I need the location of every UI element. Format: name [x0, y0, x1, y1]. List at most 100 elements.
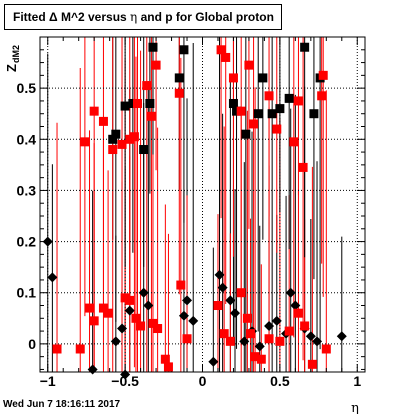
plot-frame	[39, 36, 366, 373]
data-point	[98, 116, 108, 126]
y-tick-label: 0.1	[17, 285, 37, 301]
data-point	[228, 73, 238, 83]
data-point	[239, 336, 250, 347]
data-point	[249, 119, 259, 129]
x-tick-label: −1	[40, 373, 56, 389]
data-point	[89, 316, 99, 326]
data-point	[267, 109, 277, 119]
data-point	[125, 295, 135, 305]
data-point	[275, 104, 285, 114]
data-point	[293, 308, 303, 318]
data-point	[146, 111, 156, 121]
data-point	[143, 300, 154, 311]
data-point	[305, 331, 316, 342]
data-point	[145, 98, 155, 108]
data-point	[75, 344, 85, 354]
data-point	[284, 93, 294, 103]
data-point	[110, 336, 121, 347]
data-point	[214, 269, 225, 280]
data-point	[89, 106, 99, 116]
data-point	[182, 295, 193, 306]
data-point	[272, 124, 282, 134]
data-point	[250, 352, 260, 362]
data-point	[275, 336, 285, 346]
data-point	[52, 344, 62, 354]
data-point	[254, 341, 265, 352]
x-tick-label: 0	[199, 373, 207, 389]
data-point	[258, 73, 268, 83]
data-point	[131, 313, 141, 323]
data-point	[300, 42, 310, 52]
data-markers	[42, 42, 347, 380]
data-point	[230, 308, 240, 319]
data-point	[217, 282, 228, 293]
data-point	[148, 318, 158, 328]
data-point	[142, 81, 152, 91]
data-point	[163, 362, 173, 372]
data-point	[271, 315, 282, 326]
x-tick-label: 0.5	[270, 373, 290, 389]
data-point	[129, 132, 139, 142]
y-tick-label: 0.4	[17, 131, 37, 147]
data-point	[232, 106, 242, 116]
data-point	[182, 334, 192, 344]
svg-text:ZdM2: ZdM2	[4, 45, 21, 72]
data-point	[221, 52, 231, 62]
data-point	[216, 45, 226, 55]
data-point	[290, 300, 301, 311]
data-point	[307, 359, 317, 369]
data-point	[133, 98, 142, 108]
data-point	[309, 109, 319, 119]
data-point	[318, 70, 328, 80]
data-point	[47, 272, 58, 283]
data-point	[219, 329, 229, 339]
data-point	[242, 313, 252, 323]
data-point	[103, 308, 113, 318]
data-point	[225, 336, 235, 346]
data-point	[42, 236, 53, 247]
data-point	[245, 329, 255, 339]
footer-timestamp: Wed Jun 7 18:16:11 2017	[3, 399, 121, 410]
data-point	[298, 162, 308, 172]
data-point	[241, 129, 251, 139]
data-point	[138, 287, 149, 298]
data-point	[160, 354, 170, 364]
data-point	[264, 320, 275, 331]
data-point	[289, 137, 299, 147]
data-point	[208, 356, 219, 367]
data-point	[111, 129, 121, 139]
data-point	[321, 344, 331, 354]
x-tick-label: −0.5	[111, 373, 139, 389]
axis-ticks: −1 −0.5 0 0.5 1 0 0.1 0.2 0.3 0.4 0.5	[17, 37, 365, 389]
data-point	[120, 369, 131, 380]
chart-title: Fitted Δ M^2 versus η and p for Global p…	[13, 10, 274, 24]
data-point	[148, 42, 158, 52]
data-point	[256, 354, 266, 364]
data-point	[284, 326, 294, 336]
y-tick-label: 0	[28, 336, 36, 352]
data-point	[176, 280, 186, 290]
y-tick-label: 0.5	[17, 80, 37, 96]
data-point	[225, 295, 236, 306]
data-point	[87, 364, 98, 375]
data-point	[85, 303, 95, 313]
data-point	[213, 301, 223, 311]
data-point	[136, 321, 146, 331]
data-point	[293, 96, 303, 106]
data-point	[139, 145, 149, 155]
data-point	[124, 305, 135, 316]
data-point	[264, 334, 274, 344]
data-point	[317, 91, 327, 101]
data-point	[174, 88, 184, 98]
data-point	[98, 303, 108, 313]
data-point	[174, 73, 184, 83]
data-point	[178, 310, 189, 321]
data-point	[285, 287, 296, 298]
data-point	[80, 137, 90, 147]
data-point	[253, 109, 263, 119]
data-point	[236, 106, 246, 116]
chart-title-box: Fitted Δ M^2 versus η and p for Global p…	[4, 4, 282, 30]
grid-lines	[40, 37, 365, 372]
data-point	[336, 331, 347, 342]
